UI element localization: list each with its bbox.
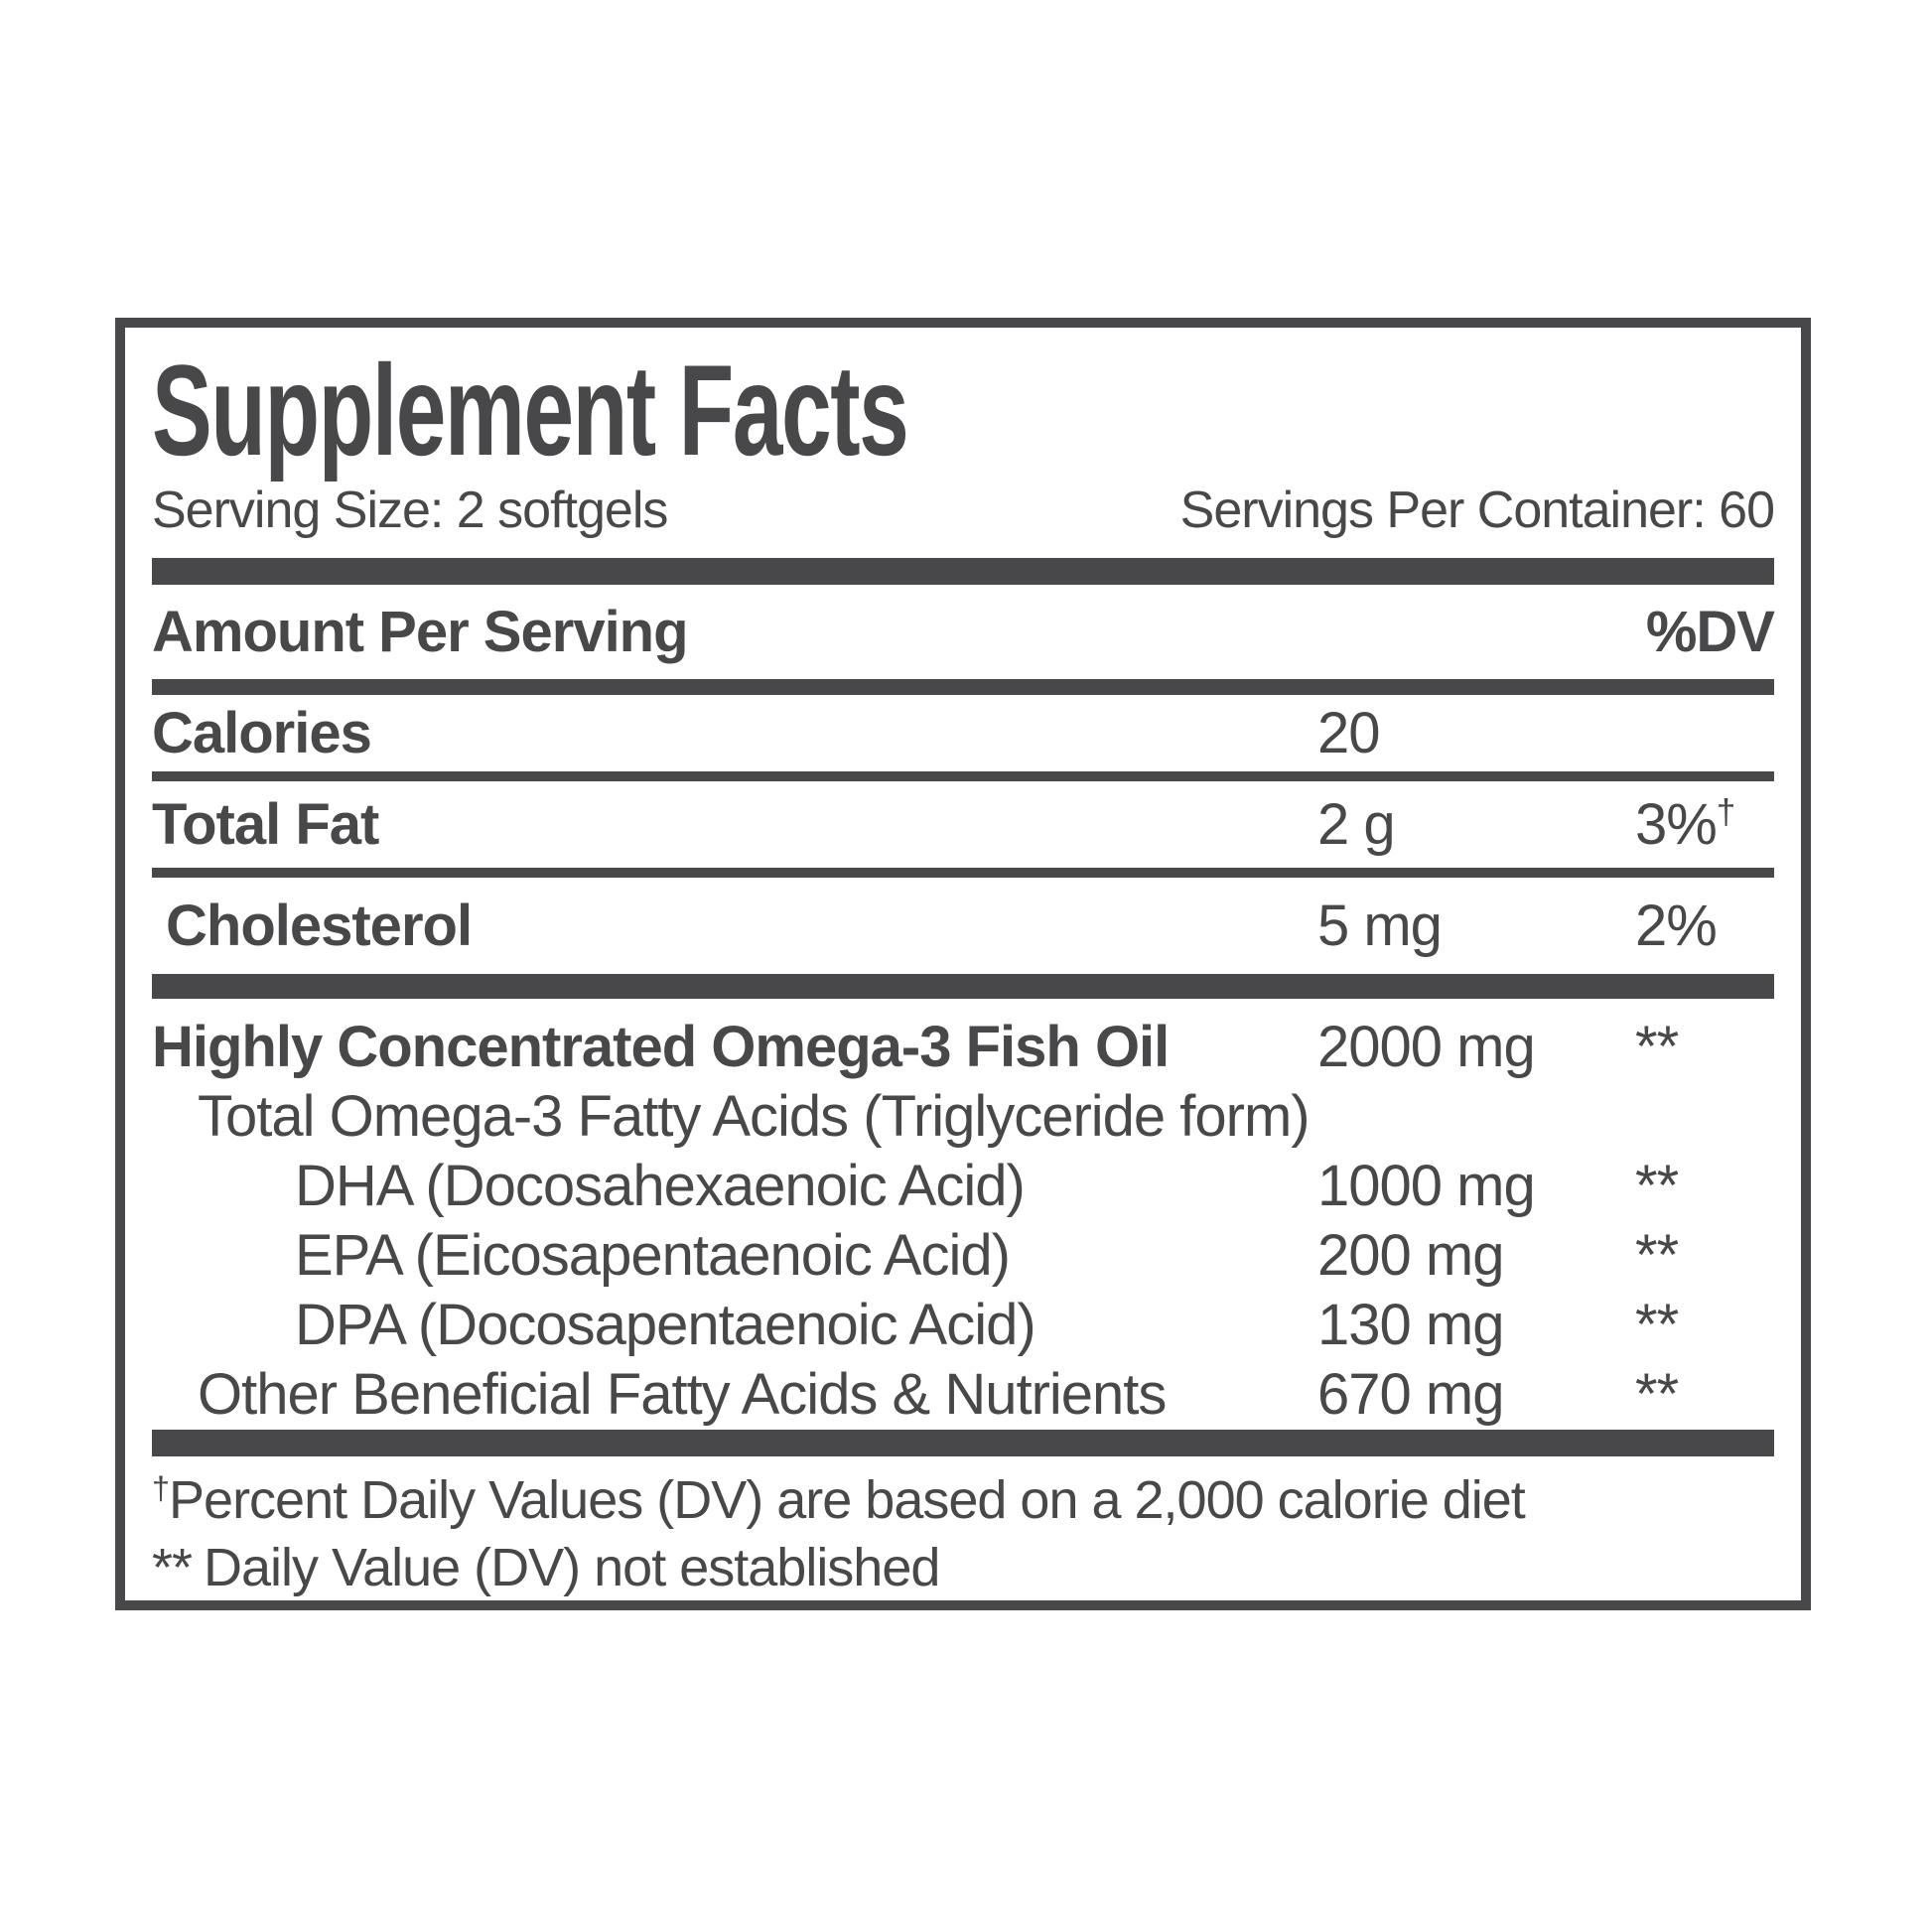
- supplement-facts-panel: Supplement Facts Serving Size: 2 softgel…: [115, 318, 1811, 1610]
- table-row: DHA (Docosahexaenoic Acid) 1000 mg **: [152, 1152, 1774, 1221]
- table-row: Total Omega-3 Fatty Acids (Triglyceride …: [152, 1082, 1774, 1152]
- nutrient-amount: 2000 mg: [1317, 1015, 1536, 1079]
- serving-info-row: Serving Size: 2 softgels Servings Per Co…: [152, 479, 1775, 542]
- table-row: Other Beneficial Fatty Acids & Nutrients…: [152, 1360, 1774, 1430]
- table-row: Cholesterol 5 mg 2%: [152, 878, 1774, 974]
- table-row: DPA (Docosapentaenoic Acid) 130 mg **: [152, 1291, 1774, 1360]
- omega-section: Highly Concentrated Omega-3 Fish Oil 200…: [152, 999, 1774, 1430]
- nutrient-name: DPA (Docosapentaenoic Acid): [295, 1293, 1036, 1357]
- dv-value: 3%: [1635, 792, 1718, 857]
- thick-divider-bar: [152, 558, 1774, 585]
- nutrient-amount: 670 mg: [1317, 1362, 1504, 1427]
- thick-divider-bar: [152, 974, 1774, 999]
- nutrient-amount: 1000 mg: [1317, 1154, 1536, 1218]
- double-asterisk-symbol: **: [152, 1538, 193, 1597]
- dv-header: %DV: [1645, 600, 1775, 664]
- nutrient-name: Total Fat: [152, 792, 379, 857]
- amount-per-serving-header: Amount Per Serving: [152, 600, 689, 664]
- page-title-text: Supplement Facts: [152, 338, 909, 483]
- nutrient-amount: 5 mg: [1317, 894, 1443, 958]
- table-row: EPA (Eicosapentaenoic Acid) 200 mg **: [152, 1221, 1774, 1291]
- nutrient-dv: **: [1635, 1015, 1679, 1079]
- nutrient-name: DHA (Docosahexaenoic Acid): [295, 1154, 1026, 1218]
- nutrient-name: Calories: [152, 701, 372, 765]
- footnote-daily-value: †Percent Daily Values (DV) are based on …: [152, 1466, 1774, 1534]
- nutrient-amount: 2 g: [1317, 792, 1396, 857]
- page-title: Supplement Facts: [152, 345, 1774, 475]
- footnotes-section: †Percent Daily Values (DV) are based on …: [152, 1456, 1774, 1600]
- dagger-symbol: †: [152, 1470, 170, 1506]
- thin-divider: [152, 868, 1774, 878]
- nutrient-name: Highly Concentrated Omega-3 Fish Oil: [152, 1015, 1170, 1079]
- nutrient-dv: **: [1635, 1362, 1679, 1427]
- table-header-row: Amount Per Serving %DV: [152, 585, 1775, 679]
- footnote-not-established: ** Daily Value (DV) not established: [152, 1534, 1774, 1600]
- thin-divider: [152, 771, 1774, 781]
- thick-divider-bar: [152, 1430, 1774, 1456]
- table-row: Highly Concentrated Omega-3 Fish Oil 200…: [152, 1013, 1774, 1082]
- footnote-text: Daily Value (DV) not established: [204, 1538, 940, 1597]
- nutrient-dv: 2%: [1635, 894, 1718, 958]
- nutrient-dv: **: [1635, 1293, 1679, 1357]
- nutrient-amount: 200 mg: [1317, 1223, 1504, 1288]
- nutrient-amount: 130 mg: [1317, 1293, 1504, 1357]
- nutrient-name: Other Beneficial Fatty Acids & Nutrients: [198, 1362, 1167, 1427]
- nutrient-name: EPA (Eicosapentaenoic Acid): [295, 1223, 1011, 1288]
- nutrient-dv: **: [1635, 1223, 1679, 1288]
- serving-size-text: Serving Size: 2 softgels: [152, 482, 668, 539]
- nutrient-amount: 20: [1317, 701, 1381, 765]
- nutrient-dv: **: [1635, 1154, 1679, 1218]
- table-row: Total Fat 2 g 3%†: [152, 781, 1774, 868]
- servings-per-container-text: Servings Per Container: 60: [1179, 482, 1775, 539]
- nutrient-name: Total Omega-3 Fatty Acids (Triglyceride …: [198, 1084, 1311, 1149]
- footnote-text: Percent Daily Values (DV) are based on a…: [169, 1470, 1526, 1530]
- medium-divider-bar: [152, 679, 1774, 695]
- nutrient-name: Cholesterol: [166, 894, 473, 958]
- table-row: Calories 20: [152, 695, 1774, 771]
- nutrient-dv: 3%†: [1635, 791, 1774, 858]
- dagger-superscript: †: [1716, 792, 1735, 832]
